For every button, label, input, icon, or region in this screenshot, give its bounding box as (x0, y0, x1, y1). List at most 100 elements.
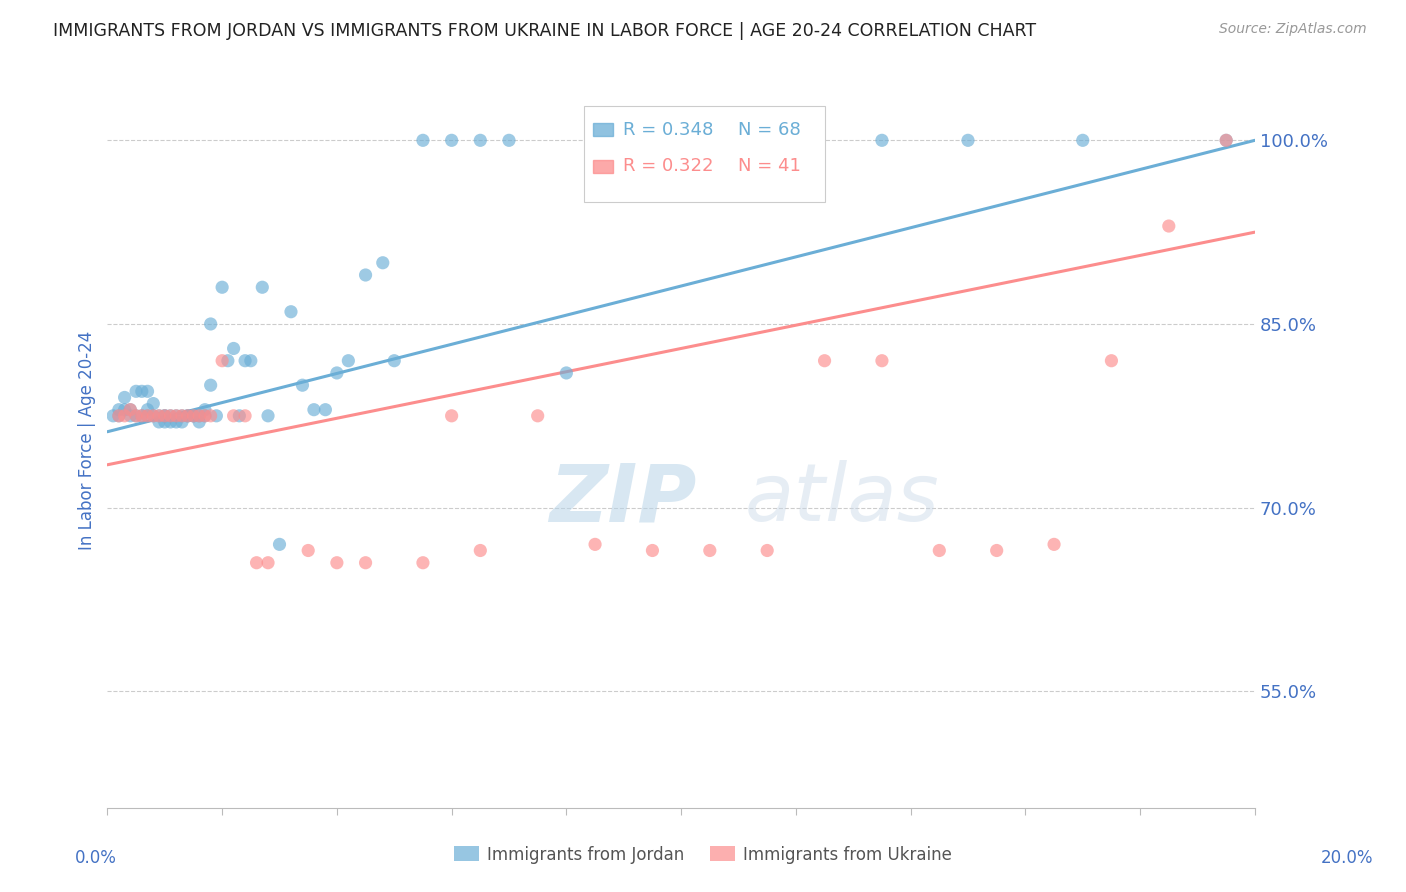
Point (756, 543, 779, 558)
Point (194, 409, 217, 423)
Point (440, 409, 463, 423)
Point (183, 409, 205, 423)
Point (177, 409, 200, 423)
Text: IMMIGRANTS FROM JORDAN VS IMMIGRANTS FROM UKRAINE IN LABOR FORCE | AGE 20-24 COR: IMMIGRANTS FROM JORDAN VS IMMIGRANTS FRO… (53, 22, 1036, 40)
Point (470, 133, 492, 147)
Point (297, 543, 319, 558)
Point (326, 556, 349, 570)
Point (354, 268, 377, 282)
Point (170, 409, 193, 423)
Text: 0.0%: 0.0% (75, 849, 117, 867)
Point (326, 366, 349, 380)
Point (159, 409, 181, 423)
Point (148, 409, 170, 423)
Point (108, 409, 131, 423)
Point (337, 353, 360, 368)
Point (114, 409, 136, 423)
Point (153, 409, 176, 423)
Point (228, 409, 250, 423)
Point (269, 537, 291, 551)
Text: R = 0.322: R = 0.322 (623, 157, 713, 176)
Point (870, 133, 893, 147)
Point (257, 409, 280, 423)
FancyBboxPatch shape (583, 106, 824, 202)
Point (870, 353, 893, 368)
Point (108, 409, 131, 423)
Point (188, 415, 211, 429)
Point (239, 353, 262, 368)
Point (1215, 133, 1237, 147)
Point (1099, 353, 1122, 368)
Point (142, 396, 165, 410)
Point (233, 353, 256, 368)
Point (583, 537, 606, 551)
Point (280, 304, 302, 318)
Point (120, 409, 142, 423)
Point (211, 280, 233, 294)
Point (1157, 219, 1180, 233)
Point (125, 409, 148, 423)
Point (699, 543, 721, 558)
Point (148, 409, 170, 423)
Text: ZIP: ZIP (550, 460, 696, 538)
Point (131, 409, 153, 423)
Point (440, 133, 463, 147)
Point (233, 409, 256, 423)
Point (257, 556, 280, 570)
Point (159, 415, 181, 429)
Point (1071, 133, 1094, 147)
Text: Source: ZipAtlas.com: Source: ZipAtlas.com (1219, 22, 1367, 37)
Point (200, 317, 222, 331)
Point (131, 384, 153, 399)
Point (170, 409, 193, 423)
Point (131, 409, 153, 423)
Point (194, 409, 217, 423)
Point (108, 402, 131, 417)
Point (498, 133, 520, 147)
Point (412, 556, 434, 570)
Point (555, 366, 578, 380)
Point (114, 402, 136, 417)
Point (302, 402, 325, 417)
Point (153, 409, 176, 423)
Point (136, 409, 159, 423)
Point (928, 543, 950, 558)
Point (222, 342, 245, 356)
Text: N = 41: N = 41 (738, 157, 801, 176)
Text: R = 0.348: R = 0.348 (623, 120, 713, 138)
Text: 20.0%: 20.0% (1320, 849, 1374, 867)
Point (120, 402, 142, 417)
Point (211, 353, 233, 368)
Point (222, 409, 245, 423)
Point (165, 409, 187, 423)
Point (136, 384, 159, 399)
Point (148, 415, 170, 429)
Point (183, 409, 205, 423)
Point (136, 402, 159, 417)
Point (170, 415, 193, 429)
Point (153, 415, 176, 429)
Point (245, 556, 267, 570)
Point (142, 409, 165, 423)
Point (1215, 133, 1237, 147)
Point (188, 409, 211, 423)
Point (354, 556, 377, 570)
Point (188, 409, 211, 423)
Point (314, 402, 336, 417)
Bar (593, 160, 613, 173)
Point (252, 280, 274, 294)
Text: atlas: atlas (744, 460, 939, 538)
Point (526, 409, 548, 423)
Point (120, 402, 142, 417)
Legend: Immigrants from Jordan, Immigrants from Ukraine: Immigrants from Jordan, Immigrants from … (447, 839, 959, 871)
Point (165, 409, 187, 423)
Point (291, 378, 314, 392)
Point (194, 402, 217, 417)
Point (470, 543, 492, 558)
Point (813, 353, 835, 368)
Point (177, 409, 200, 423)
Point (165, 415, 187, 429)
Point (1043, 537, 1066, 551)
Point (205, 409, 228, 423)
Point (177, 409, 200, 423)
